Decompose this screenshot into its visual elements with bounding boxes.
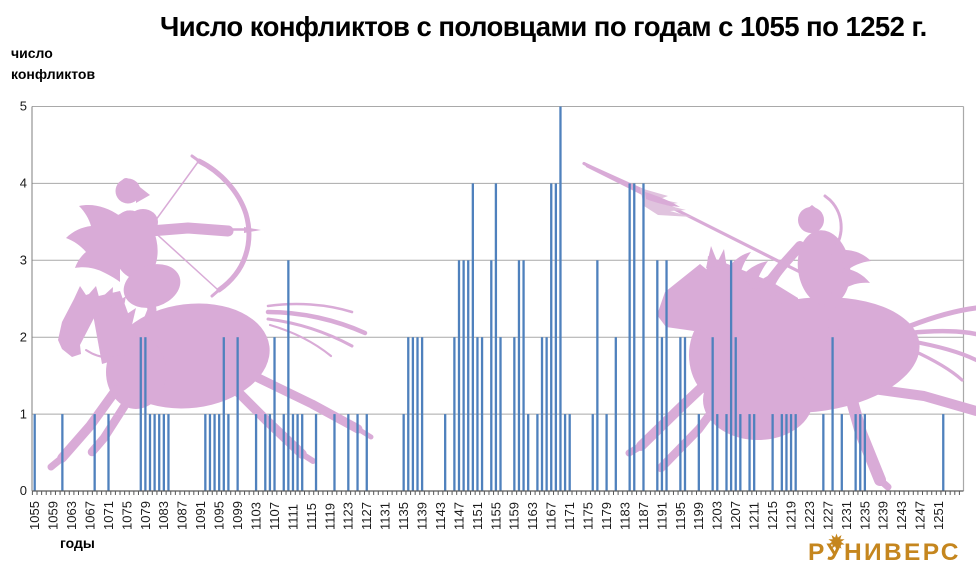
svg-text:1127: 1127: [359, 502, 374, 530]
svg-text:1179: 1179: [599, 502, 614, 530]
svg-text:1: 1: [20, 406, 27, 421]
svg-text:1075: 1075: [119, 501, 134, 530]
svg-text:1119: 1119: [322, 503, 337, 530]
svg-text:1243: 1243: [894, 501, 909, 530]
svg-text:1159: 1159: [507, 502, 522, 530]
svg-text:1095: 1095: [212, 501, 227, 530]
svg-text:1087: 1087: [175, 501, 190, 530]
svg-text:1207: 1207: [728, 501, 743, 530]
svg-text:1067: 1067: [82, 501, 97, 530]
svg-text:1063: 1063: [64, 501, 79, 530]
svg-text:1167: 1167: [544, 502, 559, 530]
svg-text:1187: 1187: [636, 502, 651, 530]
svg-text:1191: 1191: [654, 502, 669, 530]
svg-text:1079: 1079: [138, 501, 153, 530]
svg-text:1251: 1251: [931, 501, 946, 530]
svg-text:1227: 1227: [820, 501, 835, 530]
svg-text:1055: 1055: [27, 501, 42, 530]
svg-text:1071: 1071: [101, 501, 116, 530]
svg-text:1215: 1215: [765, 501, 780, 530]
svg-text:1155: 1155: [488, 502, 503, 530]
svg-text:1211: 1211: [747, 502, 762, 530]
svg-text:1123: 1123: [341, 502, 356, 530]
svg-text:3: 3: [20, 253, 27, 268]
svg-text:1183: 1183: [617, 502, 632, 530]
svg-text:4: 4: [20, 176, 27, 191]
svg-text:1219: 1219: [784, 501, 799, 530]
svg-text:5: 5: [20, 99, 27, 114]
svg-text:1247: 1247: [913, 501, 928, 530]
svg-text:2: 2: [20, 329, 27, 344]
svg-text:1151: 1151: [470, 502, 485, 530]
svg-text:1235: 1235: [857, 501, 872, 530]
svg-text:1147: 1147: [451, 502, 466, 530]
svg-text:0: 0: [20, 483, 27, 498]
svg-text:1231: 1231: [839, 501, 854, 530]
svg-text:1107: 1107: [267, 502, 282, 530]
svg-text:1083: 1083: [156, 501, 171, 530]
svg-text:1111: 1111: [285, 504, 300, 530]
svg-text:1099: 1099: [230, 501, 245, 530]
svg-text:1175: 1175: [581, 502, 596, 530]
svg-text:1103: 1103: [249, 502, 264, 530]
svg-text:1091: 1091: [193, 501, 208, 530]
svg-text:1199: 1199: [691, 502, 706, 530]
svg-text:1223: 1223: [802, 501, 817, 530]
svg-text:1139: 1139: [415, 502, 430, 530]
svg-text:1059: 1059: [46, 501, 61, 530]
svg-text:1203: 1203: [710, 501, 725, 530]
svg-text:1131: 1131: [378, 502, 393, 530]
svg-text:1239: 1239: [876, 501, 891, 530]
svg-text:1135: 1135: [396, 502, 411, 530]
svg-text:1115: 1115: [304, 503, 319, 530]
svg-text:1195: 1195: [673, 502, 688, 530]
svg-text:1171: 1171: [562, 502, 577, 530]
svg-text:1163: 1163: [525, 502, 540, 530]
svg-text:1143: 1143: [433, 502, 448, 530]
